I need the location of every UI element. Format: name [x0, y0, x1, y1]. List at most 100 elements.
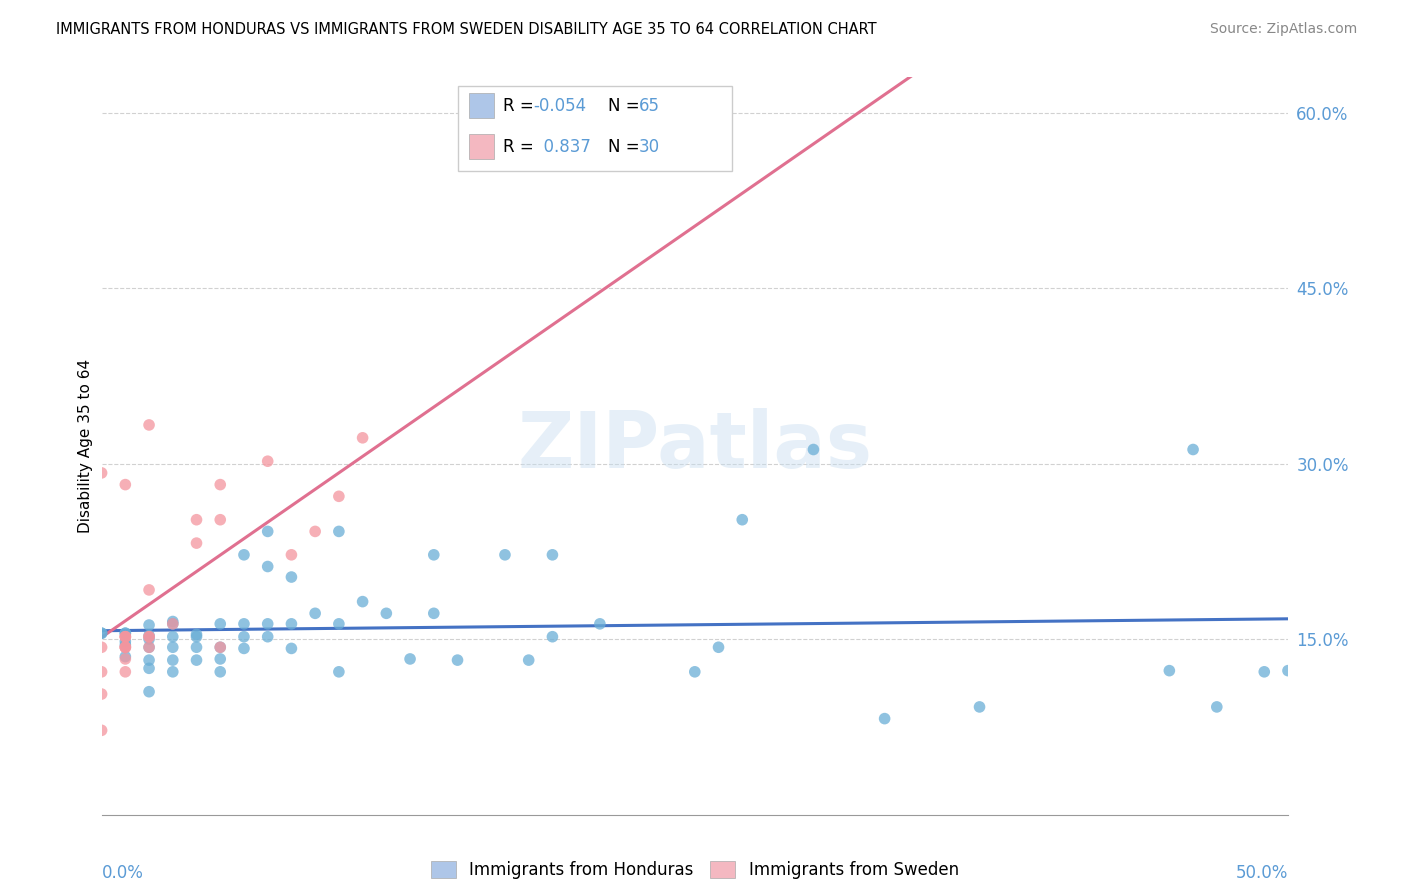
Point	[375, 607, 398, 621]
Point	[803, 442, 825, 457]
Point	[256, 616, 278, 631]
Point	[233, 641, 256, 656]
Point	[209, 477, 232, 491]
Point	[1182, 442, 1205, 457]
Point	[186, 627, 208, 641]
Point	[138, 632, 160, 646]
Point	[589, 616, 612, 631]
Point	[138, 640, 160, 655]
Point	[114, 630, 136, 644]
Point	[423, 548, 446, 562]
Point	[280, 548, 302, 562]
Point	[90, 687, 112, 701]
Point	[162, 665, 184, 679]
Point	[731, 513, 754, 527]
Point	[256, 524, 278, 539]
Point	[209, 640, 232, 655]
Point	[114, 640, 136, 655]
Text: 0.837: 0.837	[533, 138, 592, 156]
Point	[969, 700, 991, 714]
Point	[162, 616, 184, 631]
Text: 0.0%: 0.0%	[101, 863, 143, 881]
Point	[446, 653, 468, 667]
Point	[138, 640, 160, 655]
Point	[186, 653, 208, 667]
Text: -0.054: -0.054	[533, 97, 586, 115]
Point	[162, 653, 184, 667]
Point	[114, 649, 136, 664]
Point	[256, 630, 278, 644]
Point	[186, 513, 208, 527]
Point	[138, 630, 160, 644]
Point	[280, 570, 302, 584]
Point	[114, 640, 136, 655]
Point	[233, 616, 256, 631]
Point	[138, 417, 160, 432]
Point	[280, 641, 302, 656]
Text: R =: R =	[502, 97, 538, 115]
Point	[304, 607, 326, 621]
Point	[328, 489, 350, 503]
Text: 65: 65	[638, 97, 659, 115]
Point	[328, 524, 350, 539]
Point	[114, 638, 136, 652]
Text: 30: 30	[638, 138, 659, 156]
Point	[162, 640, 184, 655]
Text: 50.0%: 50.0%	[1236, 863, 1288, 881]
Point	[209, 513, 232, 527]
Point	[1205, 700, 1227, 714]
Point	[114, 626, 136, 640]
Point	[90, 723, 112, 738]
Point	[328, 665, 350, 679]
Point	[138, 653, 160, 667]
Point	[209, 616, 232, 631]
Point	[90, 665, 112, 679]
Point	[541, 548, 564, 562]
Point	[114, 630, 136, 644]
Point	[1277, 664, 1299, 678]
Point	[328, 616, 350, 631]
Point	[233, 630, 256, 644]
Point	[186, 536, 208, 550]
Point	[114, 634, 136, 648]
Point	[186, 630, 208, 644]
Text: Source: ZipAtlas.com: Source: ZipAtlas.com	[1209, 22, 1357, 37]
Point	[352, 431, 374, 445]
Point	[162, 615, 184, 629]
Point	[114, 640, 136, 655]
Point	[90, 626, 112, 640]
Point	[90, 626, 112, 640]
Point	[114, 630, 136, 644]
Point	[209, 640, 232, 655]
Point	[162, 630, 184, 644]
Point	[256, 454, 278, 468]
Point	[209, 665, 232, 679]
Point	[304, 524, 326, 539]
Point	[186, 640, 208, 655]
Point	[1159, 664, 1181, 678]
Text: N =: N =	[607, 97, 645, 115]
Point	[1253, 665, 1275, 679]
Y-axis label: Disability Age 35 to 64: Disability Age 35 to 64	[79, 359, 93, 533]
Text: ZIPatlas: ZIPatlas	[517, 408, 872, 484]
Point	[399, 652, 422, 666]
Point	[138, 684, 160, 698]
Point	[256, 559, 278, 574]
Text: IMMIGRANTS FROM HONDURAS VS IMMIGRANTS FROM SWEDEN DISABILITY AGE 35 TO 64 CORRE: IMMIGRANTS FROM HONDURAS VS IMMIGRANTS F…	[56, 22, 877, 37]
Point	[138, 618, 160, 632]
Point	[352, 594, 374, 608]
Point	[114, 665, 136, 679]
Point	[114, 652, 136, 666]
Point	[138, 582, 160, 597]
Legend: Immigrants from Honduras, Immigrants from Sweden: Immigrants from Honduras, Immigrants fro…	[423, 853, 967, 888]
Point	[494, 548, 516, 562]
Text: N =: N =	[607, 138, 645, 156]
Point	[517, 653, 540, 667]
Point	[423, 607, 446, 621]
Point	[683, 665, 706, 679]
Point	[138, 628, 160, 642]
Text: R =: R =	[502, 138, 538, 156]
Point	[707, 640, 730, 655]
Point	[280, 616, 302, 631]
Point	[209, 652, 232, 666]
